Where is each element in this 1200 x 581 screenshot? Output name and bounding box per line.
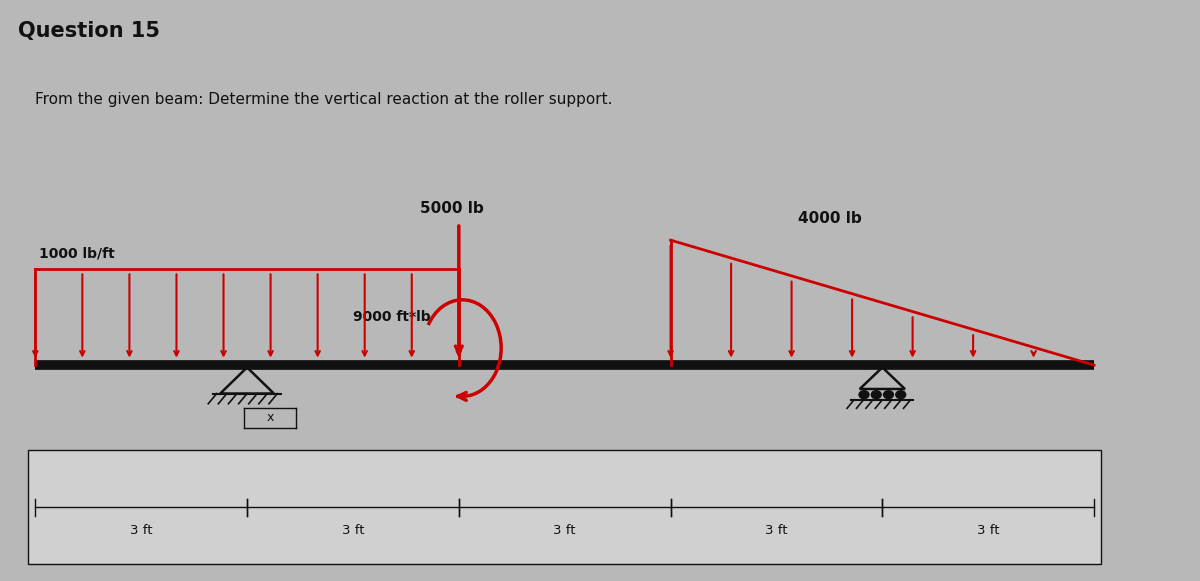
Text: 4000 lb: 4000 lb xyxy=(798,211,862,226)
Text: 3 ft: 3 ft xyxy=(766,524,787,537)
Text: 3 ft: 3 ft xyxy=(977,524,1000,537)
Circle shape xyxy=(895,390,906,399)
Text: From the given beam: Determine the vertical reaction at the roller support.: From the given beam: Determine the verti… xyxy=(35,92,613,107)
Circle shape xyxy=(859,390,869,399)
Text: 5000 lb: 5000 lb xyxy=(420,201,484,216)
Polygon shape xyxy=(29,450,1102,564)
Text: 1000 lb/ft: 1000 lb/ft xyxy=(38,246,114,260)
Text: Question 15: Question 15 xyxy=(18,21,160,41)
Circle shape xyxy=(871,390,881,399)
Text: 9000 ft*lb: 9000 ft*lb xyxy=(353,310,431,324)
Text: 3 ft: 3 ft xyxy=(342,524,364,537)
Text: 3 ft: 3 ft xyxy=(553,524,576,537)
Text: 3 ft: 3 ft xyxy=(130,524,152,537)
Text: x: x xyxy=(266,411,274,424)
Circle shape xyxy=(883,390,894,399)
